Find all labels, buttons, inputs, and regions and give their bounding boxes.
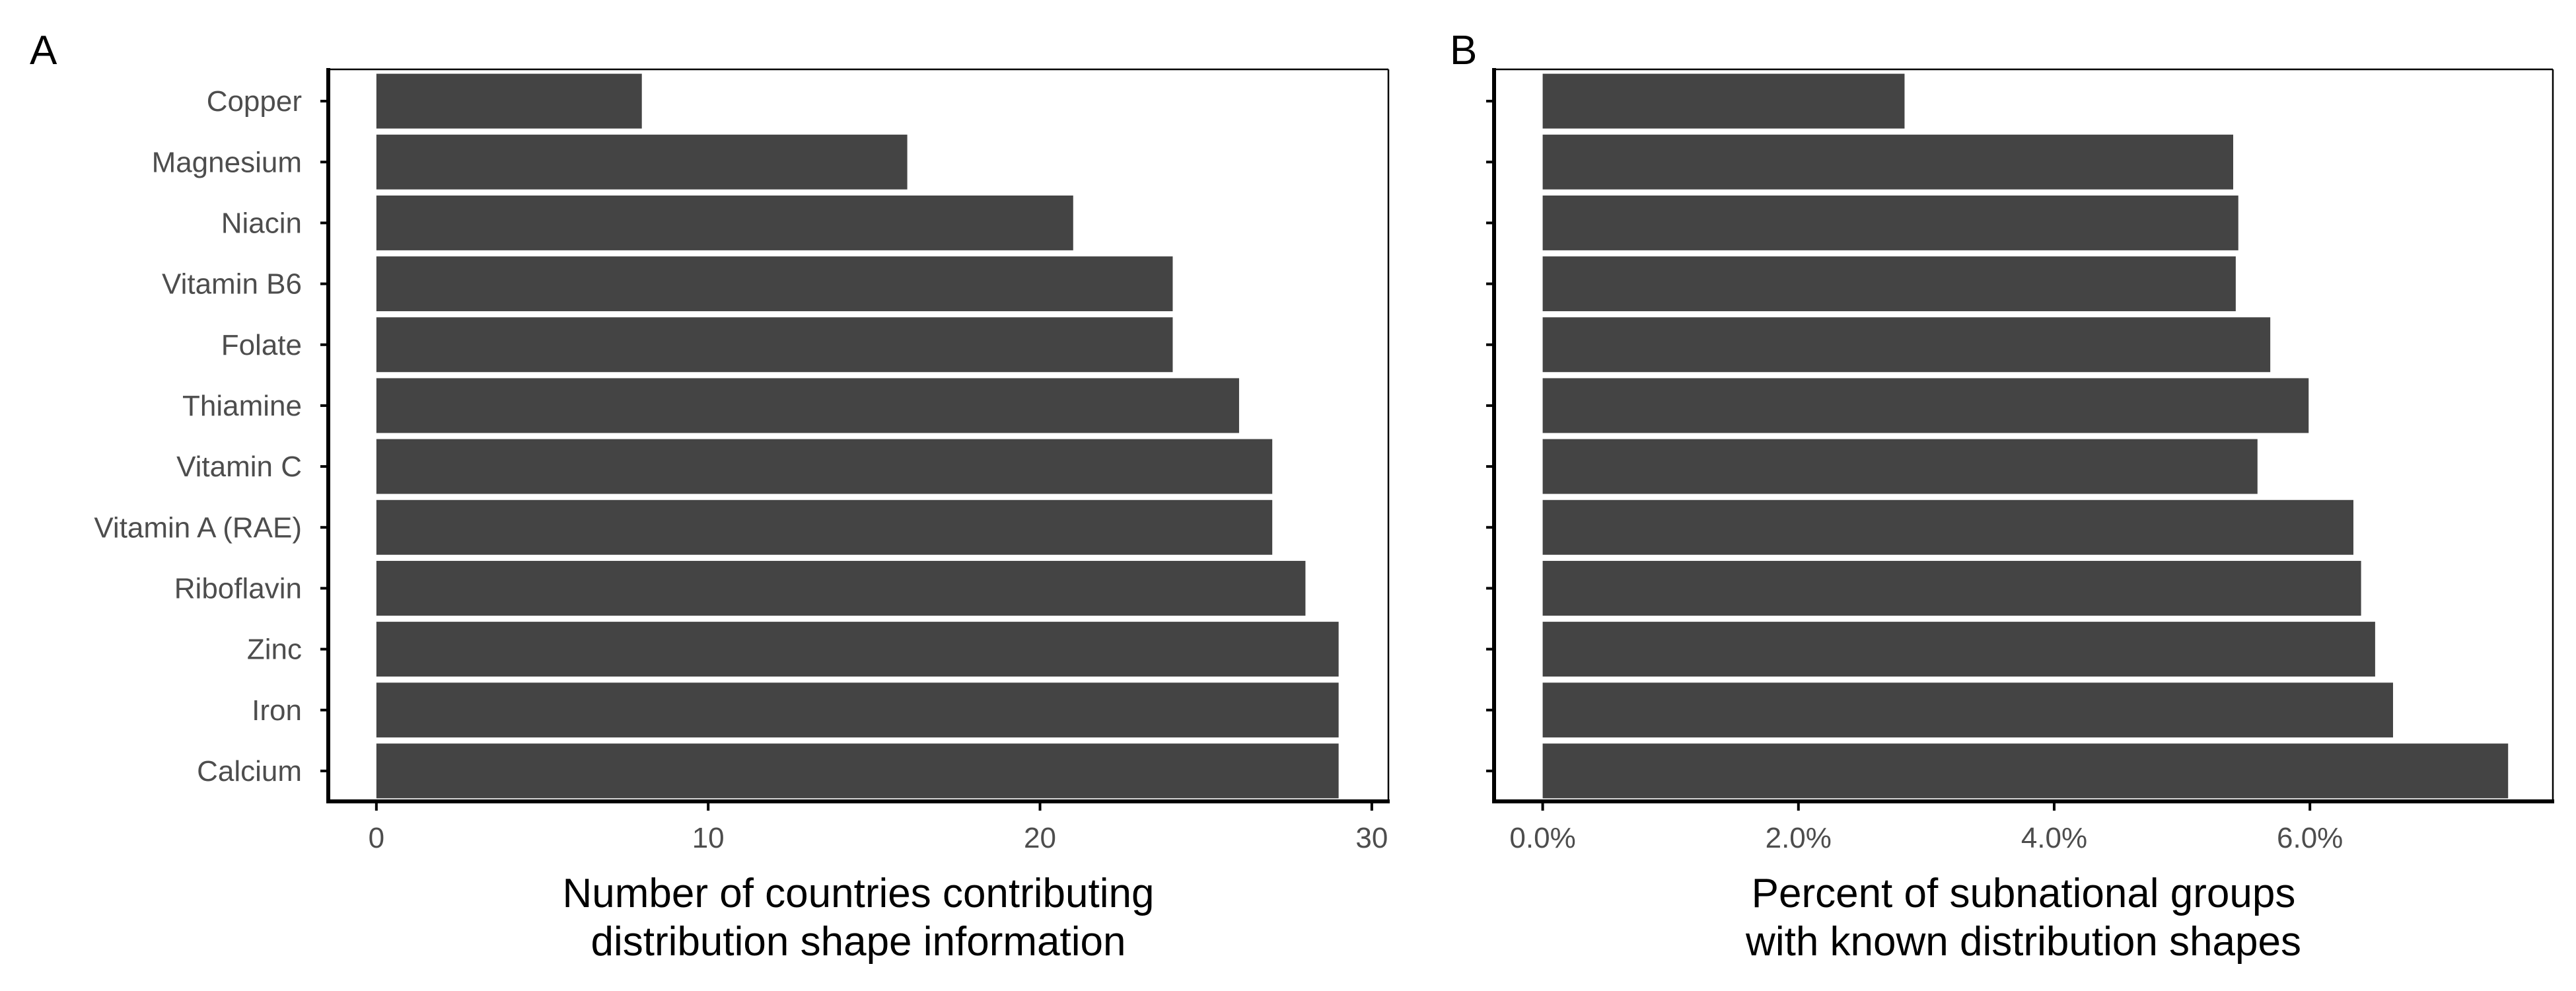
bar-niacin xyxy=(1542,195,2238,250)
bar-iron xyxy=(1542,682,2394,738)
x-axis-title: Number of countries contributing distribu… xyxy=(562,871,1154,965)
y-tick-label: Vitamin A (RAE) xyxy=(94,511,302,544)
x-tick-label: 0.0% xyxy=(1509,822,1575,854)
bar-vitamin-a-rae xyxy=(1542,499,2353,555)
bar-magnesium xyxy=(1542,134,2234,190)
bar-vitamin-b6 xyxy=(1542,256,2236,312)
x-tick-label: 30 xyxy=(1355,822,1388,854)
bar-vitamin-c xyxy=(1542,439,2258,494)
bar-zinc xyxy=(376,622,1339,677)
bar-thiamine xyxy=(376,378,1239,433)
panel-a: A Copper Magnesium Niacin Vitamin B6 Folate Th… xyxy=(30,28,1390,965)
y-tick-label: Vitamin B6 xyxy=(162,268,302,301)
bar-vitamin-b6 xyxy=(376,256,1173,312)
panel-b: B 0.0% 2.0% 4.0% 6.0% Percent of subnational … xyxy=(1450,28,2554,965)
bar-vitamin-a-rae xyxy=(376,499,1273,555)
bar-folate xyxy=(1542,317,2271,373)
bar-iron xyxy=(376,682,1339,738)
y-tick-label: Folate xyxy=(221,329,302,361)
x-tick-label: 4.0% xyxy=(2021,822,2087,854)
panel-tag-a: A xyxy=(30,28,57,73)
x-axis-title: Percent of subnational groups with known … xyxy=(1745,871,2301,965)
bar-riboflavin xyxy=(376,560,1306,616)
x-tick-label: 6.0% xyxy=(2277,822,2343,854)
bar-riboflavin xyxy=(1542,560,2361,616)
y-tick-label: Iron xyxy=(252,694,302,727)
x-tick-label: 10 xyxy=(692,822,725,854)
bar-niacin xyxy=(376,195,1073,250)
bar-vitamin-c xyxy=(376,439,1273,494)
bar-thiamine xyxy=(1542,378,2309,433)
bar-calcium xyxy=(1542,743,2509,799)
bar-copper xyxy=(1542,73,1905,129)
y-tick-label: Zinc xyxy=(247,634,302,666)
y-tick-label: Vitamin C xyxy=(176,451,302,483)
y-tick-label: Calcium xyxy=(197,755,302,788)
y-tick-label: Magnesium xyxy=(152,146,302,178)
x-tick-label: 2.0% xyxy=(1766,822,1832,854)
y-tick-label: Thiamine xyxy=(182,390,302,422)
y-tick-label: Riboflavin xyxy=(174,572,302,605)
panel-tag-b: B xyxy=(1450,28,1477,73)
bar-zinc xyxy=(1542,622,2375,677)
y-tick-label: Niacin xyxy=(221,207,302,239)
bar-calcium xyxy=(376,743,1339,799)
x-tick-label: 0 xyxy=(369,822,384,854)
x-tick-label: 20 xyxy=(1024,822,1056,854)
bar-copper xyxy=(376,73,642,129)
bar-folate xyxy=(376,317,1173,373)
y-tick-label: Copper xyxy=(207,85,302,118)
bar-magnesium xyxy=(376,134,908,190)
